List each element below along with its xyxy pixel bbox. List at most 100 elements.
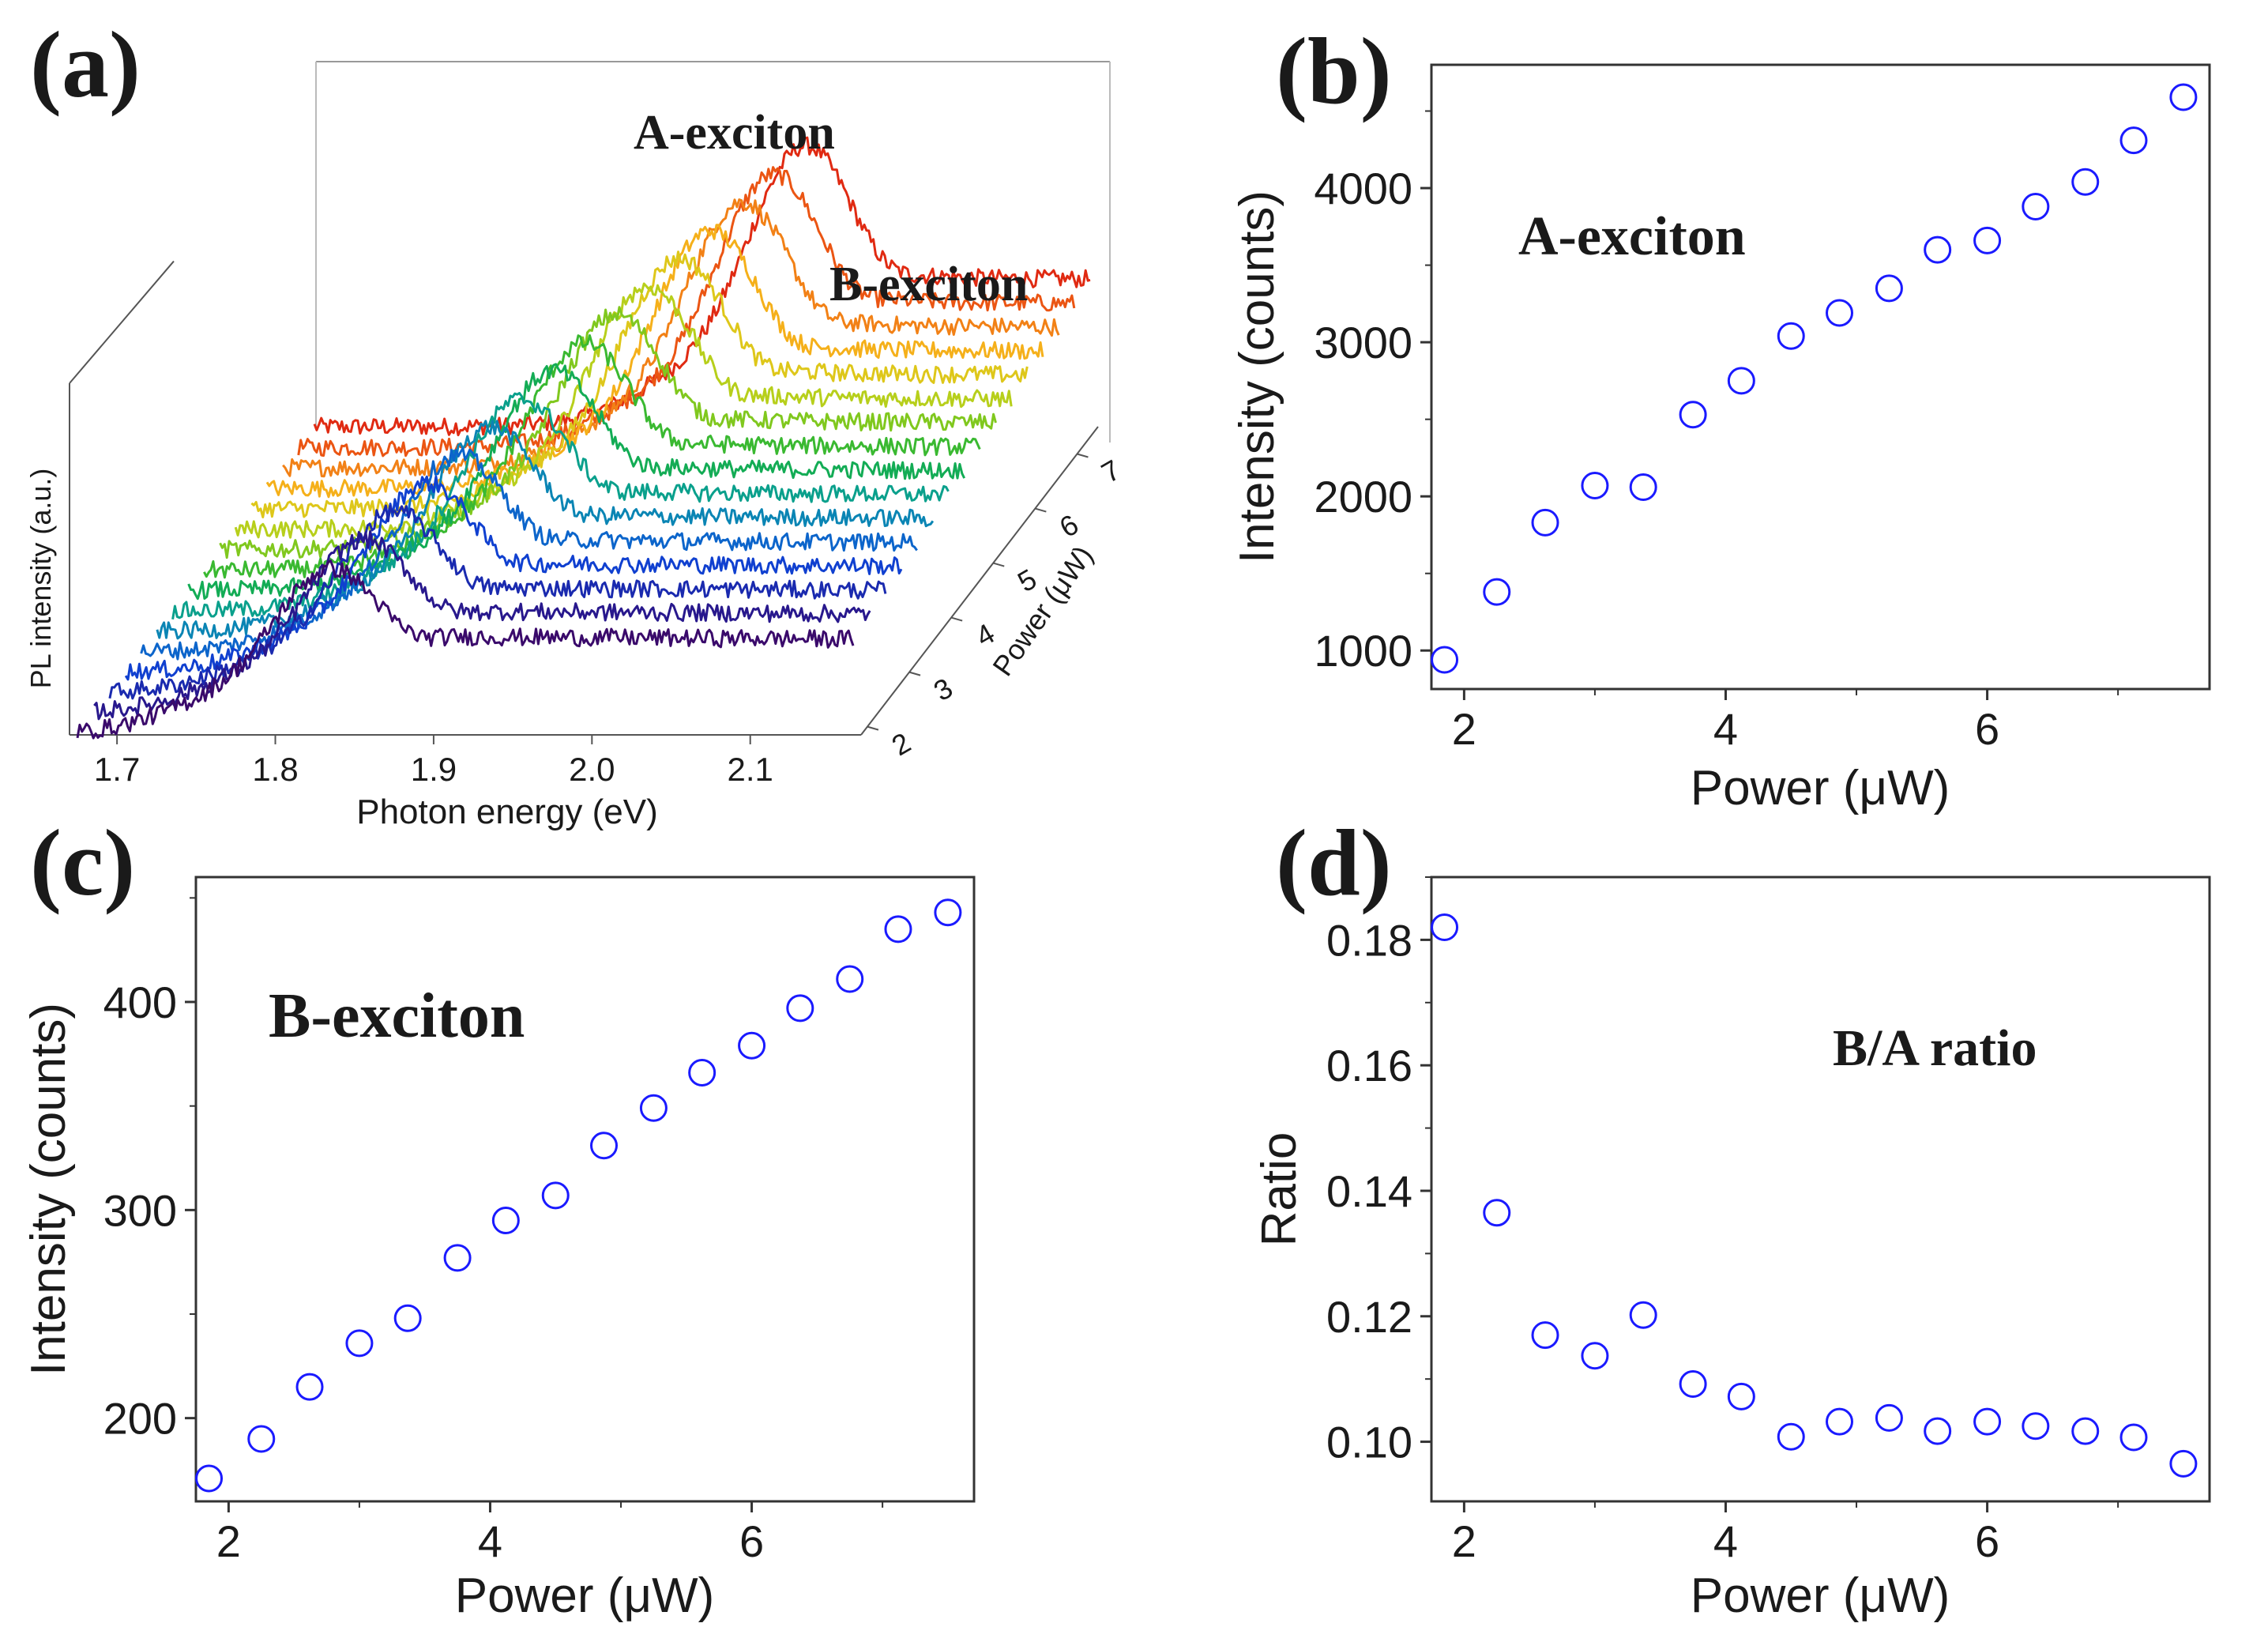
panel-b-markers xyxy=(1431,83,2198,674)
waterfall-x-ticks: 1.7 1.8 1.9 2.0 2.1 xyxy=(94,735,773,788)
waterfall-power-axis xyxy=(860,426,1099,736)
waterfall-power-tick xyxy=(1035,507,1047,513)
waterfall-x-tick-label: 1.8 xyxy=(252,751,298,788)
panel-d-label: (d) xyxy=(1276,810,1392,915)
data-point xyxy=(1777,1422,1805,1451)
data-point xyxy=(934,898,962,927)
y-tick-label: 4000 xyxy=(1314,164,1412,213)
data-point xyxy=(443,1244,472,1272)
data-point xyxy=(1973,1407,2002,1436)
panel-c-plot-frame xyxy=(194,876,976,1503)
y-tick-label: 200 xyxy=(103,1394,177,1444)
x-tick-label: 4 xyxy=(1713,1516,1738,1566)
data-point xyxy=(1629,473,1657,501)
panel-c-ticks: 2 4 6 200 300 400 xyxy=(103,897,884,1566)
panel-c-b-exciton-intensity: (c) 2 4 6 200 300 400 B-exciton Power (μW) In… xyxy=(21,810,976,1623)
data-point xyxy=(688,1059,717,1087)
waterfall-top-diagonal xyxy=(69,260,175,384)
waterfall-x-tick-label: 2.0 xyxy=(569,751,615,788)
x-tick-label: 2 xyxy=(1452,704,1476,754)
y-tick-label: 2000 xyxy=(1314,472,1412,522)
x-tick-label: 2 xyxy=(216,1516,241,1566)
data-point xyxy=(1581,472,1609,500)
panel-c-y-axis-title: Intensity (counts) xyxy=(21,1003,76,1376)
data-point xyxy=(2169,1449,2198,1478)
data-point xyxy=(1875,274,1903,303)
panel-d-ticks: 2 4 6 0.10 0.12 0.14 0.16 0.18 xyxy=(1326,876,2119,1566)
data-point xyxy=(1531,1321,1559,1350)
x-tick-label: 4 xyxy=(1713,704,1738,754)
data-point xyxy=(1727,367,1755,395)
y-tick-label: 0.10 xyxy=(1326,1418,1412,1467)
annotation-a-exciton: A-exciton xyxy=(634,106,835,160)
spectrum-line xyxy=(76,559,855,740)
spectrum-line xyxy=(265,224,1044,499)
data-point xyxy=(1431,913,1459,942)
data-point xyxy=(1431,646,1459,674)
data-point xyxy=(195,1464,224,1493)
spectrum-line xyxy=(297,166,1076,458)
panel-d-ratio: (d) 2 4 6 0.10 0.12 0.14 0.16 0.18 B/A ratio Po… xyxy=(1252,810,2211,1623)
annotation-b-exciton: B-exciton xyxy=(829,258,1028,311)
spectrum-line xyxy=(250,250,1029,518)
data-point xyxy=(1826,299,1854,327)
data-point xyxy=(247,1425,276,1453)
waterfall-x-tick-label: 1.7 xyxy=(94,751,140,788)
panel-c-markers xyxy=(195,898,962,1493)
y-tick-label: 3000 xyxy=(1314,318,1412,367)
data-point xyxy=(1727,1382,1755,1410)
data-point xyxy=(1924,235,1952,264)
waterfall-power-tick xyxy=(867,725,879,731)
y-tick-label: 1000 xyxy=(1314,626,1412,676)
data-point xyxy=(2022,1412,2050,1441)
spectrum-line xyxy=(234,282,1013,539)
data-point xyxy=(295,1373,324,1401)
panel-a-label: (a) xyxy=(30,12,141,117)
data-point xyxy=(1679,401,1707,429)
data-point xyxy=(2169,83,2198,111)
waterfall-y-axis-title: PL intensity (a.u.) xyxy=(24,469,57,689)
x-tick-label: 2 xyxy=(1452,1516,1476,1566)
waterfall-power-tick xyxy=(950,616,963,622)
waterfall-spectra xyxy=(76,136,1091,740)
x-tick-label: 6 xyxy=(1975,1516,1999,1566)
spectrum-line xyxy=(171,392,950,620)
panel-b-ticks: 2 4 6 1000 2000 3000 4000 xyxy=(1314,110,2119,754)
spectrum-line xyxy=(282,198,1060,478)
data-point xyxy=(1924,1417,1952,1445)
waterfall-x-tick-label: 2.1 xyxy=(728,751,773,788)
data-point xyxy=(1875,1403,1903,1432)
data-point xyxy=(2071,1417,2100,1445)
waterfall-x-tick-label: 1.9 xyxy=(411,751,457,788)
data-point xyxy=(2022,192,2050,220)
panel-b-x-axis-title: Power (μW) xyxy=(1691,761,1950,815)
panel-c-x-axis-title: Power (μW) xyxy=(455,1569,715,1623)
panel-b-y-axis-title: Intensity (counts) xyxy=(1230,190,1284,563)
panel-c-annotation: B-exciton xyxy=(269,981,525,1051)
spectrum-line xyxy=(203,334,981,579)
data-point xyxy=(590,1132,619,1160)
data-point xyxy=(884,915,912,943)
x-tick-label: 6 xyxy=(739,1516,764,1566)
y-tick-label: 0.12 xyxy=(1326,1292,1412,1342)
spectrum-line xyxy=(187,363,966,601)
data-point xyxy=(1581,1342,1609,1370)
panel-b-label: (b) xyxy=(1276,18,1392,123)
y-tick-label: 0.18 xyxy=(1326,915,1412,965)
panel-b-plot-frame xyxy=(1430,63,2211,691)
data-point xyxy=(1531,508,1559,537)
y-tick-label: 300 xyxy=(103,1185,177,1235)
data-point xyxy=(2119,126,2148,155)
data-point xyxy=(1629,1301,1657,1329)
x-tick-label: 4 xyxy=(478,1516,502,1566)
waterfall-power-tick xyxy=(908,671,921,676)
data-point xyxy=(1777,322,1805,350)
panel-d-y-axis-title: Ratio xyxy=(1252,1132,1307,1247)
data-point xyxy=(393,1304,422,1332)
panel-d-plot-frame xyxy=(1430,876,2211,1503)
panel-d-annotation: B/A ratio xyxy=(1833,1019,2037,1077)
panel-b-a-exciton-intensity: (b) 2 4 6 1000 2000 3000 4000 A-exciton Power … xyxy=(1230,18,2211,815)
panel-d-x-axis-title: Power (μW) xyxy=(1691,1569,1950,1623)
